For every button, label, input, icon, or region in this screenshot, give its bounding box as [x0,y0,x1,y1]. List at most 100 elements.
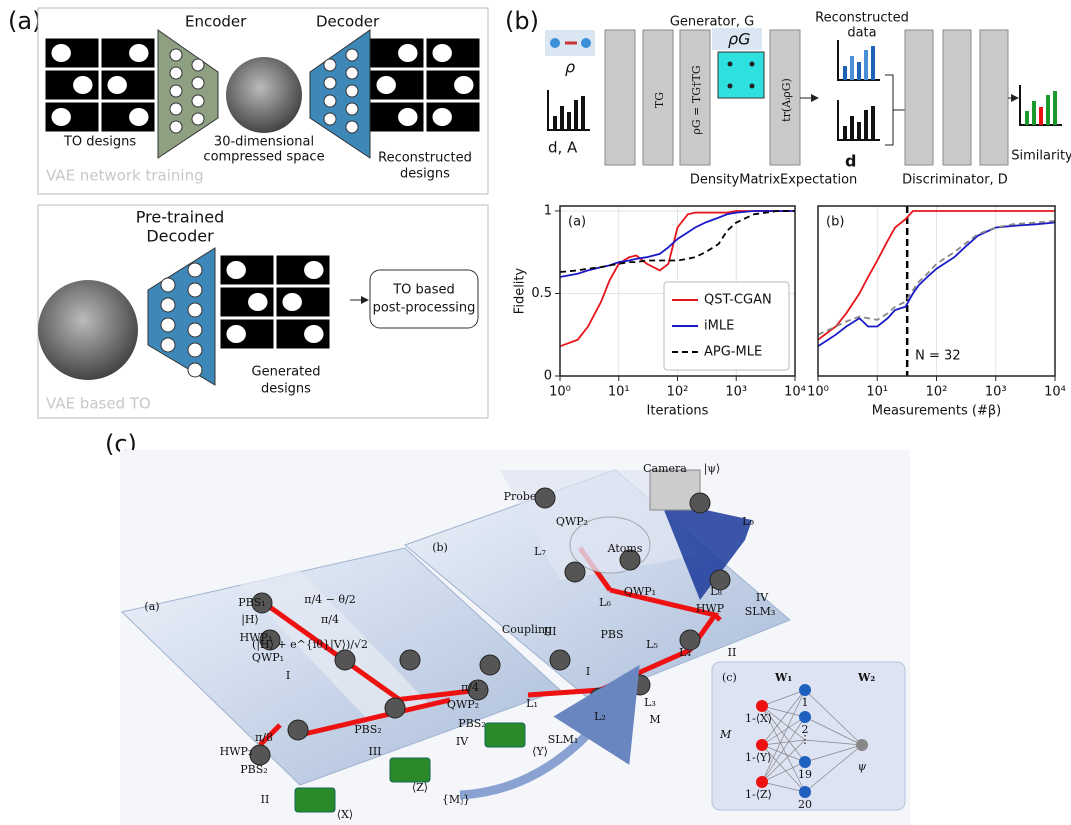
hist-bar [871,106,875,140]
scene-label: I [586,665,590,678]
scene-label: |ψ⟩ [704,462,721,476]
scene-label: SLM₃ [745,605,776,618]
neuron [346,49,358,61]
label: Discriminator, D [902,173,1008,188]
charts: 10⁰10¹10²10³10⁴00.51(a)FidelityIteration… [513,203,1066,418]
scene-label: II [261,793,270,806]
scene-label: L₁ [526,697,538,710]
neuron [188,343,202,357]
node [799,756,811,768]
hist-bar [857,122,861,140]
x-tick-label: 10¹ [608,385,630,400]
x-tick-label: 10³ [985,385,1007,400]
hist-bar [581,96,585,130]
neuron [170,49,182,61]
label: DensityMatrix [690,173,781,188]
tile-hole [398,44,417,62]
hist-bar [1025,111,1029,125]
hist-bar [1046,95,1050,125]
neuron [188,283,202,297]
x-tick-label: 10⁰ [549,385,571,400]
label: d [845,152,856,171]
neuron [324,113,336,125]
optic [250,745,270,765]
tile-hole [129,44,148,62]
optic [690,493,710,513]
caption: designs [400,167,450,182]
scene-label: QWP₁ [624,585,656,598]
latent-space [38,280,138,380]
layer [943,30,971,165]
neuron [192,77,204,89]
tile-hole [51,44,70,62]
legend-label: APG-MLE [704,345,762,360]
scene-label: L₇ [534,545,546,558]
label: Similarity [1011,149,1071,164]
layer [605,30,635,165]
label: (c) [722,671,737,684]
dot [550,38,560,48]
y-tick-label: 0 [544,369,552,384]
tile-hole [226,261,245,279]
x-axis-label: Measurements (#β) [872,404,1002,419]
x-tick-label: 10⁴ [784,385,806,400]
y-axis-label: Fidelity [513,267,528,314]
hist-bar [850,56,854,80]
panel-label: (b) [826,215,844,230]
x-tick-label: 10³ [725,385,747,400]
hist-bar [850,116,854,140]
label: TO based [392,283,455,298]
label: tr(AᵢρG) [780,78,793,122]
optic [400,650,420,670]
tile-hole [454,76,473,94]
scene-label: SLM₁ [548,733,579,746]
scene-label: III [368,745,381,758]
node [799,711,811,723]
scene-label: M [649,713,660,726]
optic [550,650,570,670]
panel-label: (b) [505,7,539,35]
neuron [170,67,182,79]
tile-hole [107,76,126,94]
neuron [161,278,175,292]
scene-label: QWP₂ [556,515,588,528]
node [856,739,868,751]
x-tick-label: 10² [667,385,689,400]
scene-label: L₉ [742,515,754,528]
label: Pre-trained [136,208,224,227]
optic [288,720,308,740]
scene-label: L₈ [710,585,722,598]
tile-hole [432,108,451,126]
scene-label: π/4 [461,681,479,694]
scene-label: Probe [504,490,537,503]
tile-hole [304,325,323,343]
label: ρG [728,30,751,49]
scene-label: (b) [432,541,448,554]
neuron [170,103,182,115]
scene-label: Coupling [502,623,552,636]
box-title: VAE network training [46,167,204,185]
legend-label: iMLE [704,319,734,334]
caption: TO designs [63,135,136,150]
panel-label: (a) [568,215,586,230]
neuron [192,113,204,125]
x-tick-label: 10² [926,385,948,400]
label: Expectation [780,173,857,188]
caption: 30-dimensional [214,135,314,150]
scene-label: L₄ [679,646,691,659]
node-label: 19 [798,768,812,781]
node [799,786,811,798]
tile-hole [304,261,323,279]
caption: Generated [252,365,321,380]
optic [535,488,555,508]
hist-bar [574,100,578,130]
neuron [346,103,358,115]
scene-label: II [728,646,737,659]
neuron [346,121,358,133]
neuron [346,85,358,97]
hist-bar [1039,107,1043,125]
node [799,684,811,696]
scene-label: HWP₂ [220,745,253,758]
hist-bar [560,106,564,130]
scene-label: L₃ [644,696,656,709]
